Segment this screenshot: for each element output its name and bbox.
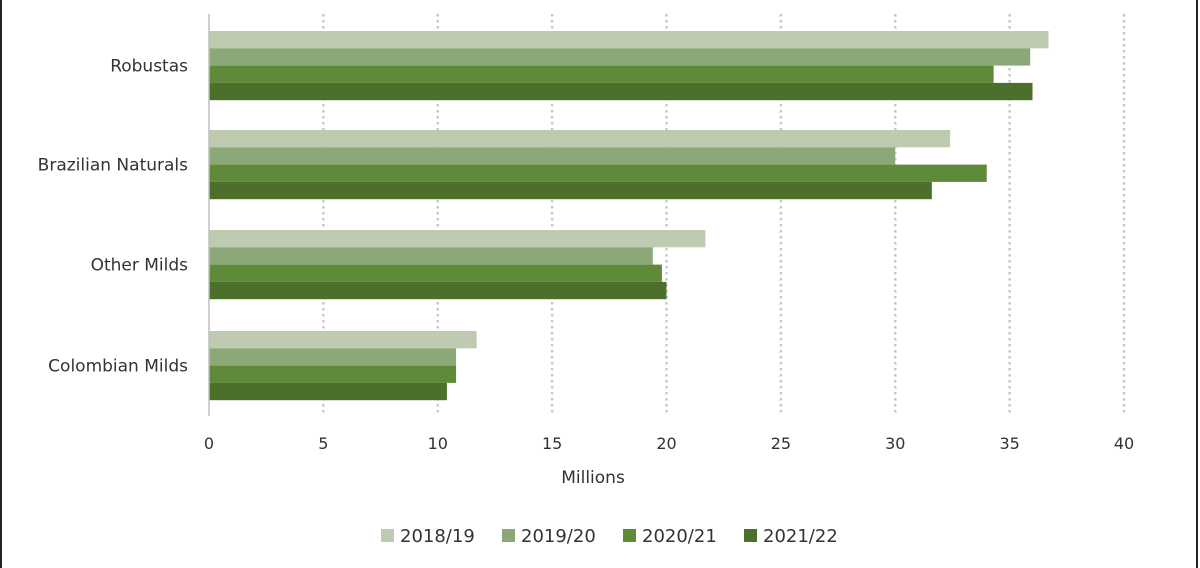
legend-item: 2021/22 [744,526,838,547]
bar [209,130,951,148]
x-tick-label: 30 [885,434,905,453]
legend-swatch [623,529,636,542]
bar [209,147,896,165]
legend: 2018/19 2019/20 2020/21 2021/22 [381,526,838,547]
legend-swatch [502,529,515,542]
bar [209,164,987,182]
x-tick-label: 20 [656,434,676,453]
bar [209,65,994,83]
bar [209,382,447,401]
legend-label: 2020/21 [642,526,717,547]
category-label: Colombian Milds [48,357,188,377]
x-tick-labels: 0 5 10 15 20 25 30 35 40 [204,434,1134,453]
x-tick-label: 5 [318,434,328,453]
x-tick-label: 10 [428,434,448,453]
x-tick-label: 35 [999,434,1019,453]
legend-swatch [744,529,757,542]
bars [209,31,1049,401]
x-tick-label: 0 [204,434,214,453]
legend-swatch [381,529,394,542]
legend-item: 2020/21 [623,526,717,547]
bar [209,331,477,349]
bar [209,247,653,265]
category-label: Other Milds [91,256,189,276]
x-axis-title: Millions [561,468,625,488]
bar [209,31,1049,49]
legend-item: 2018/19 [381,526,475,547]
category-labels: Robustas Brazilian Naturals Other Milds Col… [38,57,188,377]
bar [209,82,1033,101]
bar [209,365,457,383]
bar [209,281,667,300]
bar [209,48,1031,66]
legend-item: 2019/20 [502,526,596,547]
x-tick-label: 25 [771,434,791,453]
category-label: Robustas [110,57,188,77]
legend-label: 2019/20 [521,526,596,547]
legend-label: 2021/22 [763,526,838,547]
x-tick-label: 40 [1114,434,1134,453]
bar [209,230,706,248]
bar [209,348,457,366]
category-label: Brazilian Naturals [38,156,188,176]
x-tick-label: 15 [542,434,562,453]
bar [209,264,662,282]
legend-label: 2018/19 [400,526,475,547]
bar [209,181,932,200]
